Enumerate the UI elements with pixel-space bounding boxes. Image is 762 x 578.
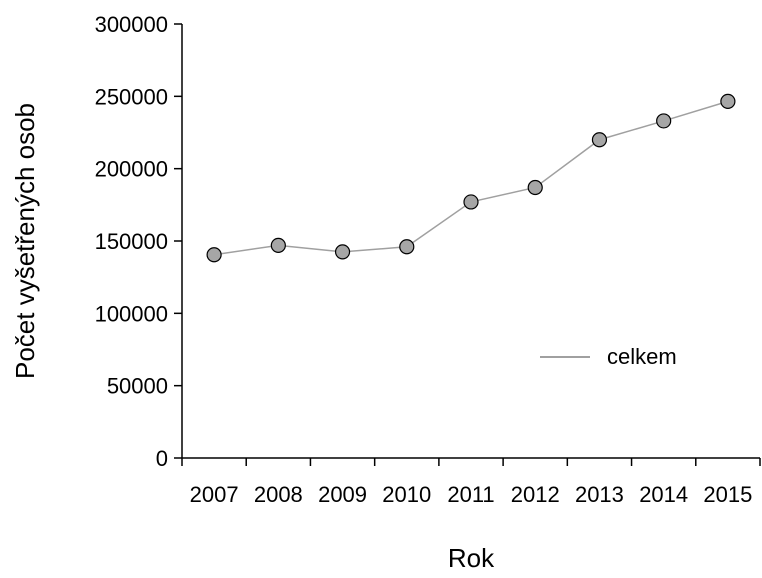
legend: celkem xyxy=(540,344,677,369)
x-axis-title: Rok xyxy=(448,543,495,573)
x-tick-label: 2013 xyxy=(575,482,624,507)
x-tick-label: 2012 xyxy=(511,482,560,507)
data-point xyxy=(334,244,351,260)
y-tick-label: 0 xyxy=(156,446,168,471)
data-point xyxy=(656,113,672,129)
x-tick-label: 2011 xyxy=(447,482,494,507)
y-tick-label: 50000 xyxy=(107,374,168,399)
x-tick-label: 2010 xyxy=(382,482,431,507)
x-tick-label: 2008 xyxy=(254,482,303,507)
y-tick-label: 250000 xyxy=(95,84,168,109)
y-tick-label: 150000 xyxy=(95,229,168,254)
x-tick-label: 2009 xyxy=(318,482,367,507)
y-tick-label: 100000 xyxy=(95,301,168,326)
y-axis-title: Počet vyšetřených osob xyxy=(10,103,40,379)
data-point xyxy=(399,239,415,255)
data-point xyxy=(270,237,286,253)
y-tick-label: 200000 xyxy=(95,157,168,182)
legend-label-celkem: celkem xyxy=(607,344,677,369)
x-tick-label: 2007 xyxy=(190,482,239,507)
data-point xyxy=(591,132,608,148)
data-point xyxy=(206,247,222,263)
data-point xyxy=(720,93,736,109)
series-layer xyxy=(206,93,736,263)
data-point xyxy=(463,194,479,210)
data-point xyxy=(527,179,543,196)
x-tick-label: 2014 xyxy=(639,482,688,507)
series-line-celkem xyxy=(214,100,729,256)
y-axis: 0 50000 100000 150000 200000 250000 300000 xyxy=(95,12,183,471)
x-axis: 2007 2008 2009 2010 2011 2012 2013 2014 2015 xyxy=(181,457,761,507)
x-tick-label: 2015 xyxy=(703,482,752,507)
y-tick-label: 300000 xyxy=(95,12,168,37)
